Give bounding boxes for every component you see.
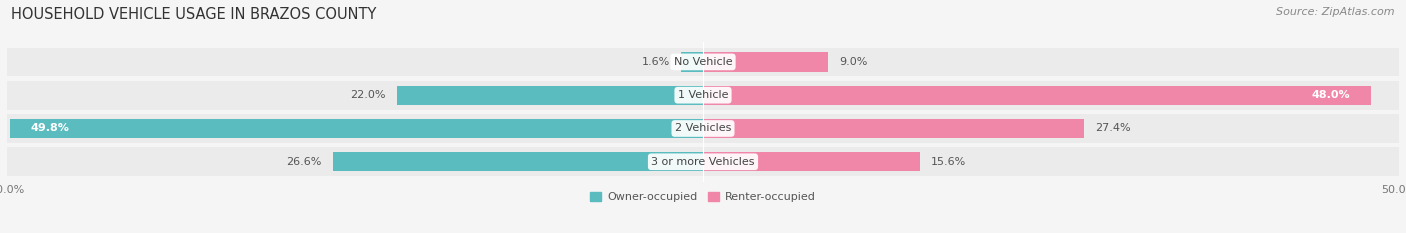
- Text: 49.8%: 49.8%: [31, 123, 69, 134]
- Text: No Vehicle: No Vehicle: [673, 57, 733, 67]
- Bar: [703, 52, 828, 72]
- Text: 15.6%: 15.6%: [931, 157, 966, 167]
- Bar: [703, 119, 1084, 138]
- Text: 27.4%: 27.4%: [1095, 123, 1132, 134]
- Text: 48.0%: 48.0%: [1312, 90, 1350, 100]
- Bar: [703, 152, 920, 171]
- Legend: Owner-occupied, Renter-occupied: Owner-occupied, Renter-occupied: [586, 188, 820, 207]
- Bar: [703, 86, 1371, 105]
- Text: 2 Vehicles: 2 Vehicles: [675, 123, 731, 134]
- Text: Source: ZipAtlas.com: Source: ZipAtlas.com: [1277, 7, 1395, 17]
- Text: 1.6%: 1.6%: [641, 57, 669, 67]
- Bar: [333, 152, 703, 171]
- Text: 1 Vehicle: 1 Vehicle: [678, 90, 728, 100]
- Text: 26.6%: 26.6%: [287, 157, 322, 167]
- Bar: [10, 119, 703, 138]
- Bar: [7, 114, 1399, 143]
- Text: 3 or more Vehicles: 3 or more Vehicles: [651, 157, 755, 167]
- Text: HOUSEHOLD VEHICLE USAGE IN BRAZOS COUNTY: HOUSEHOLD VEHICLE USAGE IN BRAZOS COUNTY: [11, 7, 377, 22]
- Bar: [7, 81, 1399, 110]
- Bar: [396, 86, 703, 105]
- Bar: [681, 52, 703, 72]
- Text: 22.0%: 22.0%: [350, 90, 385, 100]
- Text: 9.0%: 9.0%: [839, 57, 868, 67]
- Bar: [7, 48, 1399, 76]
- Bar: [7, 147, 1399, 176]
